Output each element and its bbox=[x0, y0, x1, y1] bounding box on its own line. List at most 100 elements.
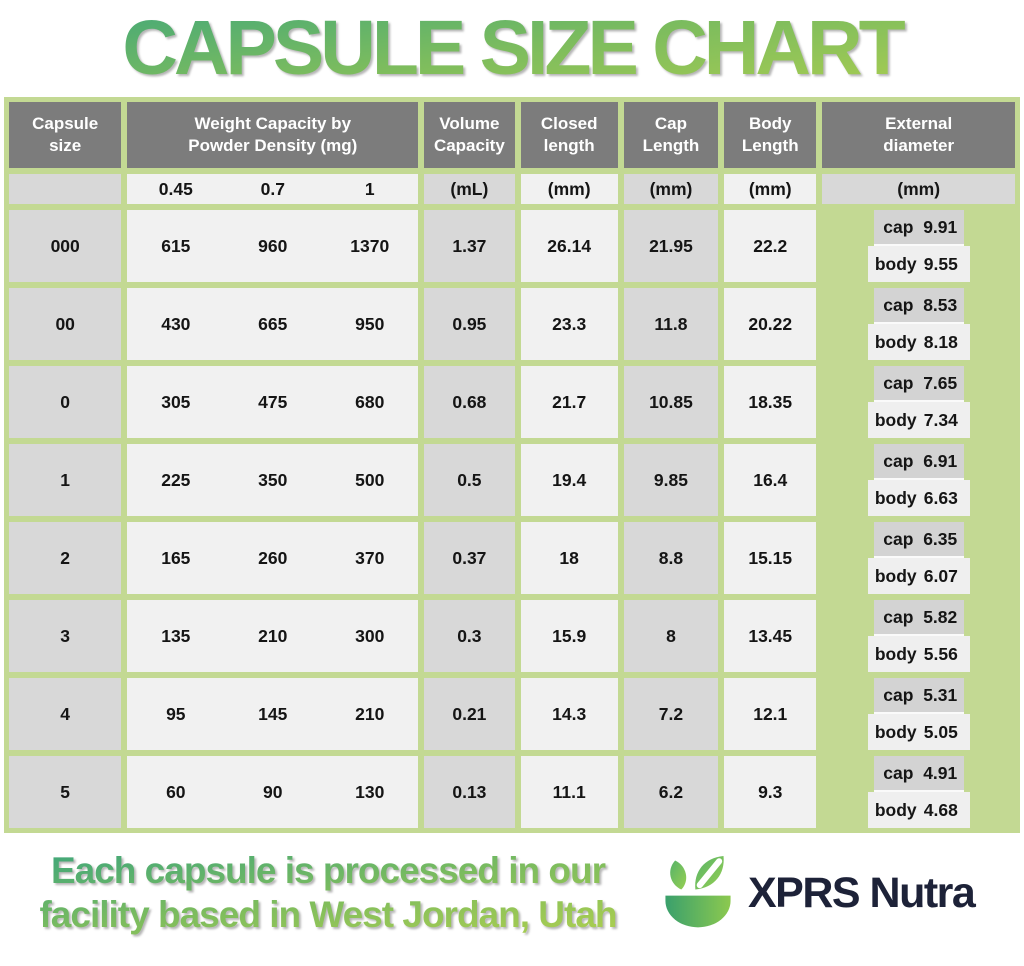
weight-045-value: 305 bbox=[161, 391, 191, 412]
external-diameter-cell: cap 6.91 body 6.63 bbox=[822, 444, 1015, 516]
body-length-cell: 15.15 bbox=[724, 522, 817, 594]
cap-length-cell: 6.2 bbox=[623, 756, 719, 828]
external-body-subrow: body 9.55 bbox=[867, 246, 970, 282]
weight-1-value: 370 bbox=[355, 547, 385, 568]
cap-label: cap bbox=[883, 762, 914, 783]
weight-capacity-cell: 135 210 300 bbox=[127, 600, 419, 672]
weight-1-value: 300 bbox=[355, 625, 385, 646]
body-label: body bbox=[874, 331, 917, 352]
body-length-cell: 9.3 bbox=[724, 756, 817, 828]
cap-diameter-value: 6.91 bbox=[923, 450, 958, 471]
cap-label: cap bbox=[883, 606, 914, 627]
units-empty-cell bbox=[9, 174, 122, 204]
body-diameter-value: 4.68 bbox=[923, 799, 958, 820]
cap-length-cell: 11.8 bbox=[623, 288, 719, 360]
external-cap-subrow: cap 7.65 bbox=[873, 366, 964, 402]
weight-capacity-cell: 305 475 680 bbox=[127, 366, 419, 438]
external-cap-subrow: cap 5.31 bbox=[873, 678, 964, 714]
cap-diameter-value: 8.53 bbox=[923, 294, 958, 315]
closed-length-cell: 23.3 bbox=[520, 288, 618, 360]
tagline-line-1: Each capsule is processed in our bbox=[50, 850, 606, 891]
volume-cell: 0.5 bbox=[424, 444, 515, 516]
external-cap-subrow: cap 6.91 bbox=[873, 444, 964, 480]
external-cap-subrow: cap 5.82 bbox=[873, 600, 964, 636]
cap-label: cap bbox=[883, 684, 914, 705]
brand-name: XPRS Nutra bbox=[748, 868, 976, 917]
weight-07-value: 475 bbox=[258, 391, 288, 412]
cap-unit-label: (mm) bbox=[623, 174, 719, 204]
weight-1-value: 210 bbox=[355, 703, 385, 724]
body-diameter-value: 6.07 bbox=[923, 565, 958, 586]
body-length-cell: 18.35 bbox=[724, 366, 817, 438]
external-body-subrow: body 6.07 bbox=[867, 558, 970, 594]
cap-diameter-value: 7.65 bbox=[923, 372, 958, 393]
cap-length-cell: 10.85 bbox=[623, 366, 719, 438]
capsule-size-cell: 0 bbox=[9, 366, 122, 438]
weight-045-value: 60 bbox=[166, 781, 186, 802]
weight-045-value: 95 bbox=[166, 703, 186, 724]
weight-045-value: 225 bbox=[161, 469, 191, 490]
body-label: body bbox=[874, 565, 917, 586]
closed-length-header: Closed length bbox=[520, 102, 618, 168]
body-length-cell: 12.1 bbox=[724, 678, 817, 750]
closed-unit-label: (mm) bbox=[520, 174, 618, 204]
volume-cell: 0.68 bbox=[424, 366, 515, 438]
body-label: body bbox=[874, 487, 917, 508]
weight-capacity-cell: 165 260 370 bbox=[127, 522, 419, 594]
capsule-size-cell: 5 bbox=[9, 756, 122, 828]
closed-length-cell: 11.1 bbox=[520, 756, 618, 828]
capsule-size-cell: 000 bbox=[9, 210, 122, 282]
density-units-cell: 0.45 0.7 1 bbox=[127, 174, 419, 204]
volume-cell: 0.3 bbox=[424, 600, 515, 672]
body-diameter-value: 7.34 bbox=[923, 409, 958, 430]
capsule-size-cell: 00 bbox=[9, 288, 122, 360]
external-diameter-cell: cap 5.31 body 5.05 bbox=[822, 678, 1015, 750]
weight-045-value: 135 bbox=[161, 625, 191, 646]
cap-length-cell: 8 bbox=[623, 600, 719, 672]
capsule-size-cell: 2 bbox=[9, 522, 122, 594]
external-cap-subrow: cap 9.91 bbox=[873, 210, 964, 246]
weight-capacity-cell: 430 665 950 bbox=[127, 288, 419, 360]
cap-label: cap bbox=[883, 216, 914, 237]
body-label: body bbox=[874, 799, 917, 820]
cap-length-cell: 7.2 bbox=[623, 678, 719, 750]
closed-length-cell: 21.7 bbox=[520, 366, 618, 438]
body-label: body bbox=[874, 253, 917, 274]
volume-cell: 0.37 bbox=[424, 522, 515, 594]
external-diameter-cell: cap 6.35 body 6.07 bbox=[822, 522, 1015, 594]
cap-length-cell: 9.85 bbox=[623, 444, 719, 516]
cap-diameter-value: 6.35 bbox=[923, 528, 958, 549]
weight-07-value: 210 bbox=[258, 625, 288, 646]
weight-capacity-cell: 225 350 500 bbox=[127, 444, 419, 516]
capsule-size-cell: 3 bbox=[9, 600, 122, 672]
external-diameter-cell: cap 9.91 body 9.55 bbox=[822, 210, 1015, 282]
capsule-size-cell: 1 bbox=[9, 444, 122, 516]
volume-capacity-header: Volume Capacity bbox=[424, 102, 515, 168]
body-diameter-value: 9.55 bbox=[923, 253, 958, 274]
external-diameter-cell: cap 8.53 body 8.18 bbox=[822, 288, 1015, 360]
weight-045-value: 615 bbox=[161, 235, 191, 256]
body-length-cell: 22.2 bbox=[724, 210, 817, 282]
tagline: Each capsule is processed in our facilit… bbox=[2, 849, 654, 938]
body-length-header: Body Length bbox=[724, 102, 817, 168]
body-diameter-value: 5.56 bbox=[923, 643, 958, 664]
external-diameter-cell: cap 7.65 body 7.34 bbox=[822, 366, 1015, 438]
page-title: CAPSULE SIZE CHART bbox=[0, 0, 1024, 97]
body-length-cell: 16.4 bbox=[724, 444, 817, 516]
cap-length-cell: 8.8 bbox=[623, 522, 719, 594]
cap-label: cap bbox=[883, 528, 914, 549]
weight-07-value: 350 bbox=[258, 469, 288, 490]
footer: Each capsule is processed in our facilit… bbox=[0, 833, 1024, 938]
weight-1-value: 500 bbox=[355, 469, 385, 490]
body-diameter-value: 6.63 bbox=[923, 487, 958, 508]
weight-capacity-cell: 615 960 1370 bbox=[127, 210, 419, 282]
external-diameter-header: External diameter bbox=[822, 102, 1015, 168]
weight-capacity-header: Weight Capacity by Powder Density (mg) bbox=[127, 102, 419, 168]
closed-length-cell: 19.4 bbox=[520, 444, 618, 516]
weight-07-value: 665 bbox=[258, 313, 288, 334]
volume-cell: 0.95 bbox=[424, 288, 515, 360]
cap-diameter-value: 9.91 bbox=[923, 216, 958, 237]
weight-07-value: 960 bbox=[258, 235, 288, 256]
cap-diameter-value: 5.82 bbox=[923, 606, 958, 627]
weight-1-value: 950 bbox=[355, 313, 385, 334]
